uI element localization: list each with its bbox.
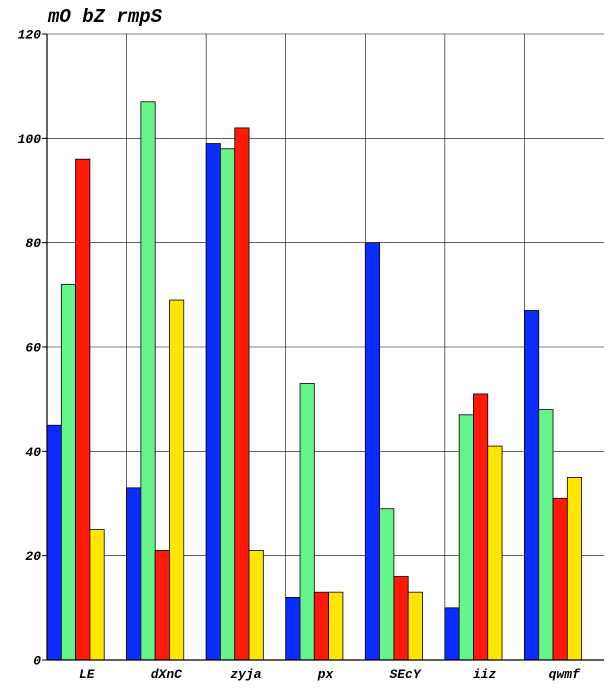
bar bbox=[285, 597, 301, 661]
y-tick-label: 0 bbox=[33, 654, 41, 669]
bar bbox=[473, 393, 489, 661]
x-tick-label: px bbox=[317, 667, 335, 682]
bar bbox=[140, 101, 156, 661]
bar bbox=[60, 283, 76, 661]
bar bbox=[220, 148, 236, 661]
y-tick-label: 80 bbox=[25, 236, 41, 251]
bar bbox=[154, 550, 170, 661]
y-tick-label: 120 bbox=[18, 28, 42, 43]
x-tick-label: zyja bbox=[230, 667, 261, 682]
bar bbox=[169, 299, 185, 661]
bar bbox=[299, 383, 315, 661]
bar bbox=[393, 576, 409, 661]
x-tick-label: qwmf bbox=[549, 667, 581, 682]
bars bbox=[46, 101, 583, 661]
bar bbox=[126, 487, 142, 661]
x-tick-label: SEcY bbox=[389, 667, 421, 682]
x-tick-label: iiz bbox=[473, 667, 497, 682]
bar bbox=[205, 143, 221, 661]
x-tick-label: dXnC bbox=[151, 667, 182, 682]
bar bbox=[524, 310, 540, 661]
bar bbox=[407, 591, 423, 661]
bar bbox=[46, 424, 62, 661]
bar bbox=[487, 445, 503, 661]
bar bbox=[552, 497, 568, 661]
y-tick-label: 40 bbox=[25, 445, 41, 460]
bar bbox=[538, 409, 554, 661]
bar bbox=[566, 477, 583, 661]
bar bbox=[444, 607, 460, 661]
bar bbox=[364, 242, 380, 661]
bar bbox=[75, 158, 91, 661]
bar bbox=[234, 127, 250, 661]
y-tick-label: 60 bbox=[25, 341, 41, 356]
bar bbox=[328, 591, 344, 661]
bar bbox=[458, 414, 474, 661]
bar bbox=[313, 591, 330, 661]
chart-title: mO bZ rmpS bbox=[48, 6, 163, 28]
x-tick-label: LE bbox=[79, 667, 96, 682]
y-tick-label: 20 bbox=[25, 549, 41, 564]
x-axis-ticks: LE dXnC zyja px SEcY iiz qwmf bbox=[79, 667, 581, 682]
bar bbox=[379, 508, 395, 661]
y-axis-ticks: 0 20 40 60 80 100 120 bbox=[18, 28, 47, 669]
bar bbox=[89, 529, 105, 661]
bar bbox=[248, 550, 264, 661]
y-tick-label: 100 bbox=[18, 132, 42, 147]
